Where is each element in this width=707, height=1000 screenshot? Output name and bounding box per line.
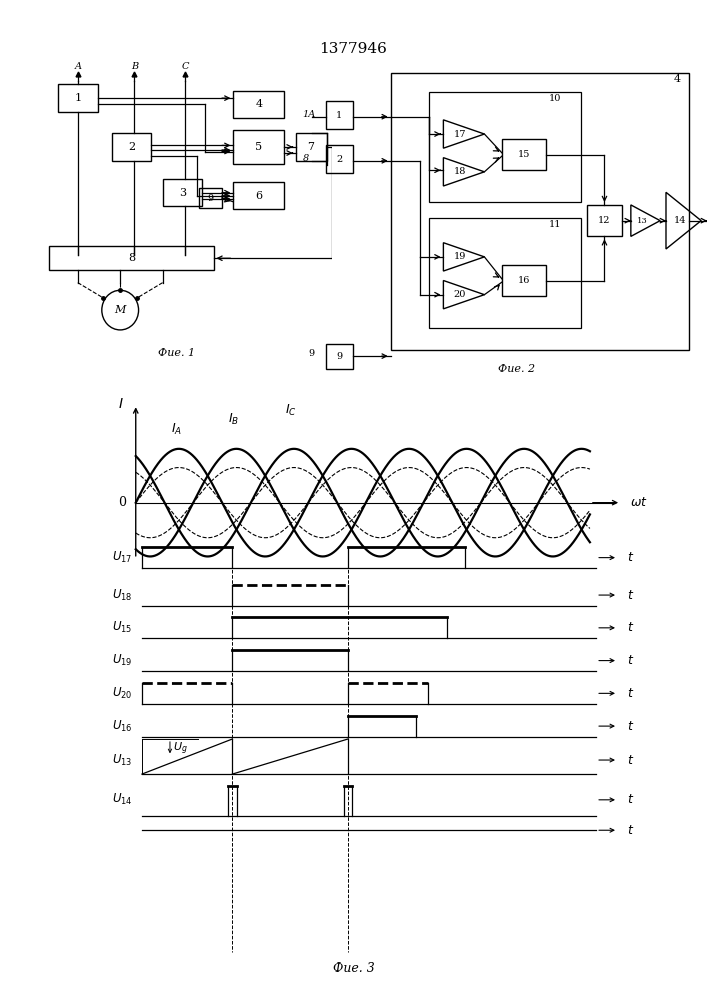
Bar <box>326 101 353 129</box>
Text: $t$: $t$ <box>627 589 634 602</box>
Bar <box>233 182 284 209</box>
Text: 10: 10 <box>549 94 561 103</box>
Text: $U_{13}$: $U_{13}$ <box>112 752 133 768</box>
Text: 18: 18 <box>454 167 466 176</box>
Text: 1377946: 1377946 <box>320 42 387 56</box>
Text: Фие. 2: Фие. 2 <box>498 364 535 374</box>
Text: $U_{17}$: $U_{17}$ <box>112 550 133 565</box>
Text: 14: 14 <box>674 216 686 225</box>
Text: $U_{18}$: $U_{18}$ <box>112 588 133 603</box>
Text: 16: 16 <box>518 276 530 285</box>
Bar <box>326 145 353 173</box>
Text: 13: 13 <box>637 217 648 225</box>
Bar <box>502 265 546 296</box>
Text: 12: 12 <box>598 216 611 225</box>
Text: $U_g$: $U_g$ <box>173 740 188 757</box>
Text: $U_{14}$: $U_{14}$ <box>112 792 133 807</box>
Text: $U_{15}$: $U_{15}$ <box>112 620 133 635</box>
Bar <box>296 133 327 161</box>
Text: 0: 0 <box>118 496 127 509</box>
Text: 11: 11 <box>549 220 561 229</box>
Text: 8: 8 <box>128 253 135 263</box>
Text: 9: 9 <box>208 194 214 203</box>
Text: 4: 4 <box>674 74 682 84</box>
Text: C: C <box>182 62 189 71</box>
Text: A: A <box>74 62 81 71</box>
Text: $I_C$: $I_C$ <box>286 403 297 418</box>
Text: 9: 9 <box>308 349 315 358</box>
Bar <box>58 84 98 112</box>
Text: 3: 3 <box>179 188 186 198</box>
Text: $I_B$: $I_B$ <box>228 412 239 427</box>
Text: 1: 1 <box>74 93 81 103</box>
Text: $t$: $t$ <box>627 551 634 564</box>
Text: $t$: $t$ <box>627 824 634 837</box>
Text: $U_{20}$: $U_{20}$ <box>112 686 133 701</box>
Text: 1: 1 <box>337 111 342 120</box>
Text: $t$: $t$ <box>627 793 634 806</box>
Text: $t$: $t$ <box>627 687 634 700</box>
Text: $t$: $t$ <box>627 720 634 733</box>
Bar <box>326 344 353 369</box>
Text: $t$: $t$ <box>627 621 634 634</box>
Text: $U_{19}$: $U_{19}$ <box>112 653 133 668</box>
Text: 4: 4 <box>255 99 262 109</box>
Bar <box>391 73 689 350</box>
Text: 8: 8 <box>303 154 309 163</box>
Bar <box>49 246 214 270</box>
Text: 2: 2 <box>337 155 342 164</box>
Text: 1A: 1A <box>303 110 316 119</box>
Text: $U_{16}$: $U_{16}$ <box>112 719 133 734</box>
Bar <box>112 133 151 161</box>
Text: 15: 15 <box>518 150 530 159</box>
Text: 17: 17 <box>454 130 466 139</box>
Text: $t$: $t$ <box>627 754 634 767</box>
Text: 5: 5 <box>255 142 262 152</box>
Text: 6: 6 <box>255 191 262 201</box>
Text: $I$: $I$ <box>117 397 123 411</box>
Text: $t$: $t$ <box>627 654 634 667</box>
Text: 20: 20 <box>454 290 466 299</box>
Bar <box>428 92 581 202</box>
Text: 2: 2 <box>128 142 135 152</box>
Bar <box>233 130 284 164</box>
Bar <box>587 205 622 236</box>
Text: B: B <box>131 62 138 71</box>
Bar <box>199 188 222 208</box>
Bar <box>233 91 284 118</box>
Bar <box>163 179 202 206</box>
Text: 9: 9 <box>337 352 342 361</box>
Text: $\omega t$: $\omega t$ <box>631 496 648 509</box>
Text: Фие. 3: Фие. 3 <box>332 962 375 975</box>
Text: 7: 7 <box>308 142 315 152</box>
Text: M: M <box>115 305 126 315</box>
Bar <box>428 218 581 328</box>
Bar <box>502 139 546 170</box>
Text: Фие. 1: Фие. 1 <box>158 348 195 358</box>
Text: 19: 19 <box>454 252 466 261</box>
Text: $I_A$: $I_A$ <box>170 421 182 437</box>
